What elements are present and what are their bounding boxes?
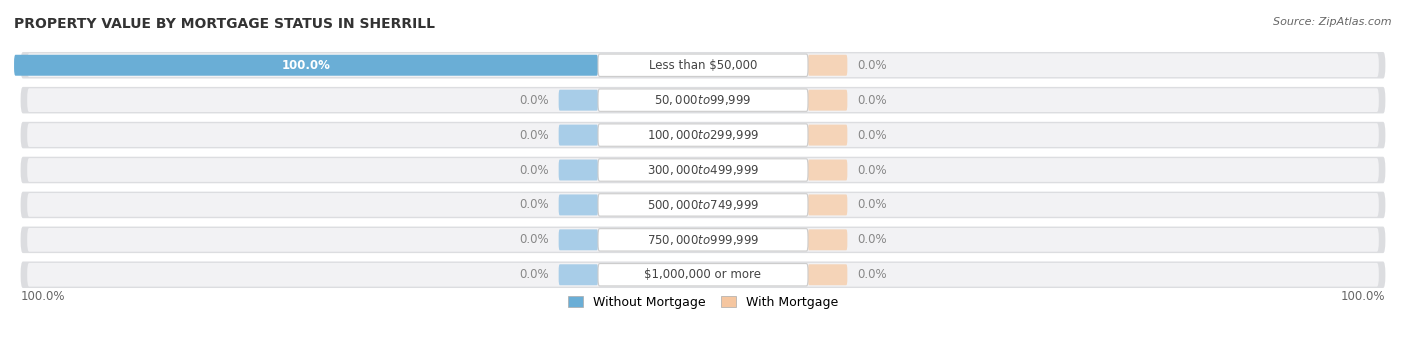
FancyBboxPatch shape xyxy=(808,264,848,285)
FancyBboxPatch shape xyxy=(21,122,1385,148)
FancyBboxPatch shape xyxy=(27,88,1379,112)
Text: $1,000,000 or more: $1,000,000 or more xyxy=(644,268,762,281)
Text: 0.0%: 0.0% xyxy=(519,268,548,281)
Text: 0.0%: 0.0% xyxy=(858,94,887,107)
Text: 0.0%: 0.0% xyxy=(858,268,887,281)
Text: $100,000 to $299,999: $100,000 to $299,999 xyxy=(647,128,759,142)
FancyBboxPatch shape xyxy=(808,55,848,76)
FancyBboxPatch shape xyxy=(21,52,1385,79)
FancyBboxPatch shape xyxy=(27,193,1379,217)
Text: 0.0%: 0.0% xyxy=(858,59,887,72)
FancyBboxPatch shape xyxy=(808,194,848,216)
Text: 100.0%: 100.0% xyxy=(21,290,65,303)
FancyBboxPatch shape xyxy=(27,123,1379,147)
Text: $750,000 to $999,999: $750,000 to $999,999 xyxy=(647,233,759,247)
Text: 0.0%: 0.0% xyxy=(858,233,887,246)
Text: PROPERTY VALUE BY MORTGAGE STATUS IN SHERRILL: PROPERTY VALUE BY MORTGAGE STATUS IN SHE… xyxy=(14,17,434,31)
Legend: Without Mortgage, With Mortgage: Without Mortgage, With Mortgage xyxy=(562,291,844,313)
Text: 100.0%: 100.0% xyxy=(1341,290,1385,303)
FancyBboxPatch shape xyxy=(598,264,808,286)
Text: 0.0%: 0.0% xyxy=(858,199,887,211)
Text: Source: ZipAtlas.com: Source: ZipAtlas.com xyxy=(1274,17,1392,27)
FancyBboxPatch shape xyxy=(808,124,848,146)
FancyBboxPatch shape xyxy=(27,158,1379,182)
FancyBboxPatch shape xyxy=(558,159,598,181)
Text: 0.0%: 0.0% xyxy=(519,129,548,141)
Text: 100.0%: 100.0% xyxy=(281,59,330,72)
FancyBboxPatch shape xyxy=(21,87,1385,114)
FancyBboxPatch shape xyxy=(27,263,1379,287)
Text: $300,000 to $499,999: $300,000 to $499,999 xyxy=(647,163,759,177)
FancyBboxPatch shape xyxy=(598,124,808,146)
Text: $50,000 to $99,999: $50,000 to $99,999 xyxy=(654,93,752,107)
FancyBboxPatch shape xyxy=(558,194,598,216)
Text: 0.0%: 0.0% xyxy=(519,233,548,246)
FancyBboxPatch shape xyxy=(14,55,598,76)
FancyBboxPatch shape xyxy=(558,264,598,285)
Text: 0.0%: 0.0% xyxy=(858,164,887,176)
Text: 0.0%: 0.0% xyxy=(519,199,548,211)
FancyBboxPatch shape xyxy=(808,159,848,181)
FancyBboxPatch shape xyxy=(558,90,598,110)
FancyBboxPatch shape xyxy=(808,90,848,110)
FancyBboxPatch shape xyxy=(598,89,808,111)
FancyBboxPatch shape xyxy=(21,157,1385,183)
Text: $500,000 to $749,999: $500,000 to $749,999 xyxy=(647,198,759,212)
Text: 0.0%: 0.0% xyxy=(519,94,548,107)
Text: 0.0%: 0.0% xyxy=(519,164,548,176)
FancyBboxPatch shape xyxy=(808,230,848,250)
FancyBboxPatch shape xyxy=(21,226,1385,253)
Text: 0.0%: 0.0% xyxy=(858,129,887,141)
FancyBboxPatch shape xyxy=(598,194,808,216)
FancyBboxPatch shape xyxy=(598,159,808,181)
FancyBboxPatch shape xyxy=(558,124,598,146)
FancyBboxPatch shape xyxy=(558,230,598,250)
Text: Less than $50,000: Less than $50,000 xyxy=(648,59,758,72)
FancyBboxPatch shape xyxy=(27,53,1379,77)
FancyBboxPatch shape xyxy=(27,228,1379,252)
FancyBboxPatch shape xyxy=(21,261,1385,288)
FancyBboxPatch shape xyxy=(598,229,808,251)
FancyBboxPatch shape xyxy=(21,192,1385,218)
FancyBboxPatch shape xyxy=(598,54,808,76)
